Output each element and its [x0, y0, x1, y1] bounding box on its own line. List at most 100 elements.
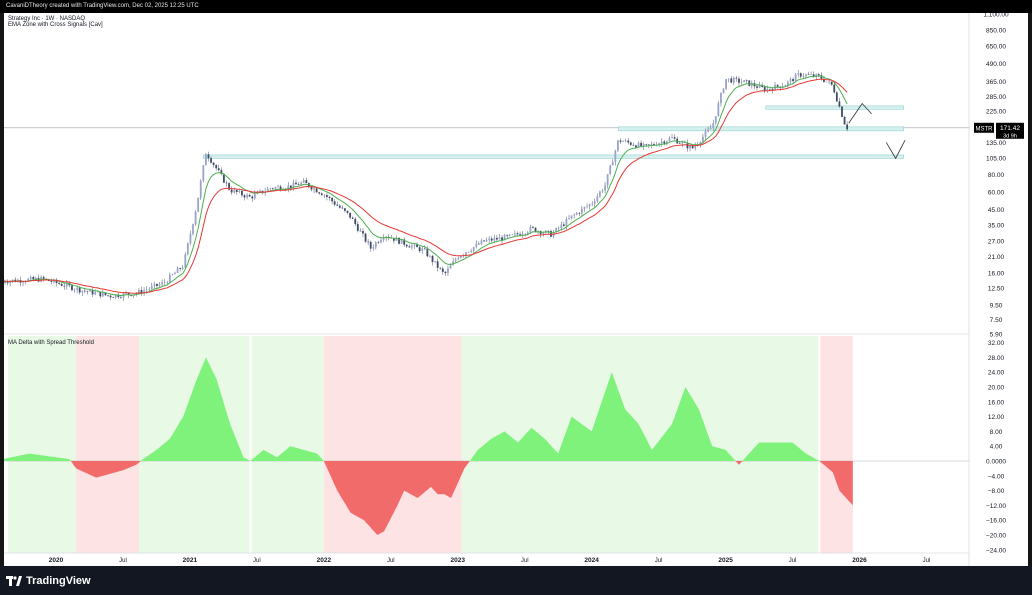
candle-body — [526, 232, 529, 234]
candle-body — [225, 182, 228, 184]
candle-body — [408, 246, 411, 248]
candle-body — [681, 142, 684, 144]
x-tick-label: 2021 — [183, 557, 198, 564]
candle-body — [192, 224, 194, 234]
x-tick-label: Jul — [253, 558, 261, 564]
delta-legend: MA Delta with Spread Threshold — [8, 340, 94, 346]
support-box — [203, 154, 904, 159]
candle-body — [315, 188, 318, 193]
candle-body — [238, 190, 241, 193]
candle-body — [609, 165, 612, 175]
candle-body — [477, 243, 480, 245]
delta-positive-area — [2, 357, 853, 461]
candle-body — [302, 180, 305, 183]
candle-body — [601, 190, 604, 192]
candle-body — [444, 271, 447, 274]
candle-body — [398, 237, 400, 244]
candle-body — [712, 123, 715, 129]
candle-body — [289, 185, 292, 188]
candle-body — [756, 86, 758, 88]
tradingview-logo[interactable]: TradingView — [6, 575, 91, 587]
candle-body — [251, 196, 254, 199]
ticker-badge-label: MSTR — [976, 126, 994, 132]
candle-body — [333, 201, 336, 205]
candle-body — [617, 140, 619, 151]
candle-body — [6, 282, 9, 284]
candle-body — [362, 230, 364, 234]
candle-body — [830, 81, 833, 85]
candle-body — [699, 142, 702, 145]
candle-body — [596, 196, 599, 202]
candle-body — [266, 188, 269, 192]
candle-body — [300, 182, 303, 186]
candle-body — [495, 237, 498, 240]
candle-body — [771, 89, 774, 91]
candle-body — [498, 237, 501, 240]
candle-body — [168, 274, 171, 283]
projection-arrow-lower — [885, 139, 906, 160]
candle-body — [573, 214, 576, 216]
candle-body — [354, 218, 357, 225]
candle-body — [235, 189, 238, 193]
price-legend: Strategy Inc · 1W · NASDAQ EMA Zone with… — [8, 16, 103, 28]
last-price-badge — [996, 122, 1024, 139]
signal-zones — [8, 336, 853, 553]
candle-body — [287, 185, 290, 189]
candle-body — [838, 101, 841, 107]
candle-body — [392, 238, 395, 241]
candle-body — [53, 279, 55, 282]
candle-body — [145, 289, 148, 291]
candle-body — [447, 268, 449, 274]
candle-body — [328, 196, 331, 198]
candle-body — [506, 235, 509, 236]
candle-body — [792, 79, 794, 82]
candle-body — [356, 224, 359, 231]
candle-body — [405, 244, 408, 247]
candle-body — [207, 154, 210, 159]
candle-body — [619, 140, 622, 142]
chart-area[interactable]: 1,100.00 850.00 650.00 490.00 365.00 285.00 22… — [1, 12, 1028, 566]
candle-body — [42, 276, 45, 279]
candle-body — [411, 245, 413, 248]
candle-body — [184, 254, 187, 268]
candle-body — [439, 267, 442, 269]
price-tick-label: 45.00 — [988, 207, 1005, 214]
price-tick-label: 225.00 — [986, 109, 1006, 116]
candles — [1, 69, 849, 302]
delta-tick-label: 32.00 — [988, 340, 1005, 347]
candle-body — [578, 212, 581, 214]
candle-body — [645, 144, 648, 145]
candle-body — [817, 74, 820, 76]
candle-body — [485, 239, 488, 242]
chart-svg[interactable]: 1,100.00 850.00 650.00 490.00 365.00 285.00 22… — [1, 12, 1028, 566]
candle-body — [11, 279, 14, 282]
candle-body — [269, 188, 272, 189]
candle-body — [815, 74, 818, 77]
candle-body — [671, 137, 673, 139]
price-tick-label: 135.00 — [986, 140, 1006, 147]
candle-body — [797, 73, 800, 75]
delta-tick-label: −4.00 — [988, 473, 1005, 480]
x-tick-label: Jul — [655, 558, 663, 564]
candle-body — [150, 285, 153, 289]
candle-body — [94, 292, 97, 295]
candle-body — [632, 144, 635, 146]
delta-tick-label: 28.00 — [988, 355, 1005, 362]
delta-tick-label: 4.00 — [990, 444, 1003, 451]
candle-body — [493, 237, 496, 241]
candle-body — [89, 289, 91, 292]
candle-body — [738, 78, 740, 83]
candle-body — [501, 237, 503, 241]
candle-body — [65, 283, 68, 287]
candle-body — [426, 248, 429, 257]
candle-body — [653, 144, 655, 145]
price-tick-label: 365.00 — [986, 79, 1006, 86]
candle-body — [431, 255, 434, 263]
candle-body — [117, 294, 120, 298]
candle-body — [163, 282, 166, 283]
candle-body — [135, 293, 138, 295]
candle-body — [570, 215, 573, 219]
support-box — [618, 126, 904, 132]
candle-body — [702, 136, 704, 143]
price-tick-label: 21.00 — [988, 254, 1005, 261]
